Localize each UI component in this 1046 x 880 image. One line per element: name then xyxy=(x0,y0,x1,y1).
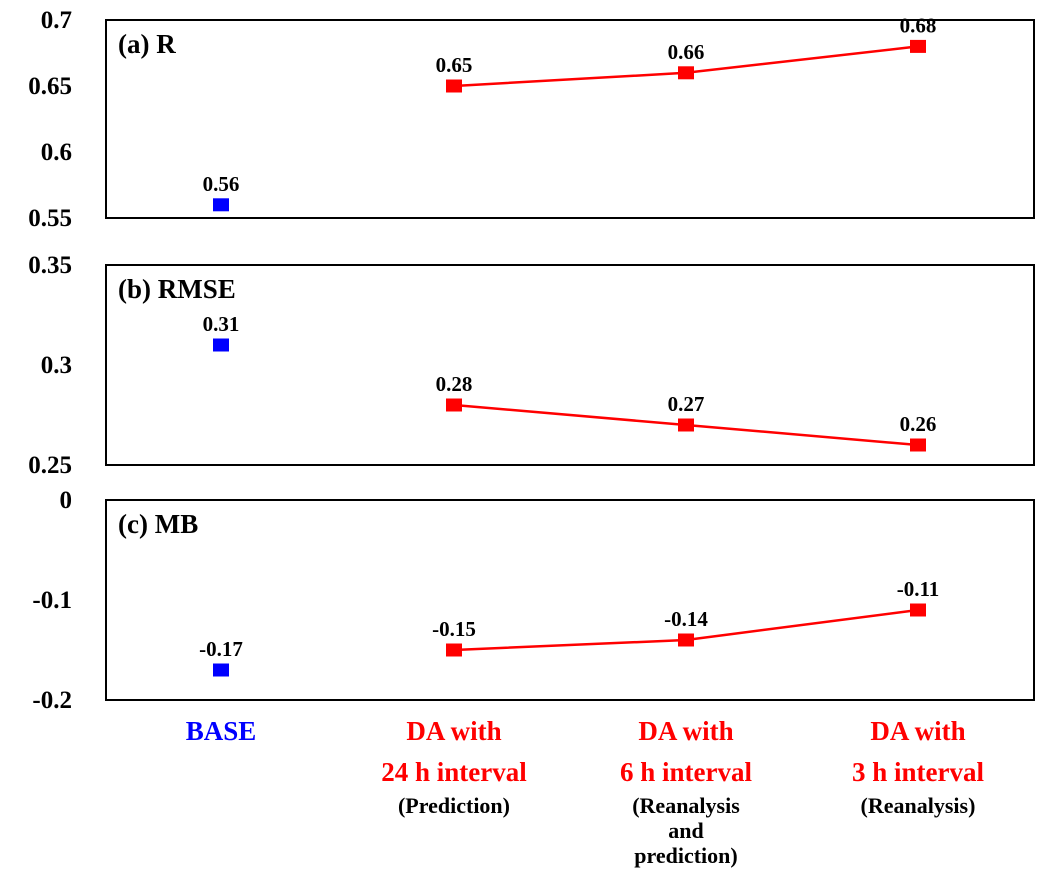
da-point-marker xyxy=(446,79,462,93)
y-tick-label: -0.1 xyxy=(32,587,72,614)
base-point-marker xyxy=(213,663,229,677)
data-label: -0.17 xyxy=(199,637,243,661)
y-tick-label: 0.7 xyxy=(41,7,72,34)
x-category-label: DA with xyxy=(870,716,965,746)
y-tick-label: 0.55 xyxy=(28,205,72,232)
plot-frame xyxy=(105,499,1035,701)
y-tick-label: 0.25 xyxy=(28,452,72,479)
y-tick-label: 0.3 xyxy=(41,352,72,379)
da-point-marker xyxy=(446,398,462,412)
da-point-marker xyxy=(910,603,926,617)
da-point-marker xyxy=(446,643,462,657)
y-tick-label: 0.35 xyxy=(28,252,72,279)
data-label: 0.56 xyxy=(203,172,240,196)
y-tick-label: 0.65 xyxy=(28,73,72,100)
x-category-sublabel: (Reanalysis xyxy=(632,793,740,818)
y-tick-label: 0 xyxy=(60,487,73,514)
x-category-sublabel: (Reanalysis) xyxy=(861,793,976,818)
data-label: 0.68 xyxy=(900,13,937,37)
data-label: 0.31 xyxy=(203,312,240,336)
x-category-sublabel: and xyxy=(668,818,703,843)
da-point-marker xyxy=(678,633,694,647)
panel-title: (a) R xyxy=(118,29,176,59)
x-category-sublabel: prediction) xyxy=(634,843,737,868)
panel-title: (c) MB xyxy=(118,509,198,539)
y-tick-label: 0.6 xyxy=(41,139,72,166)
base-point-marker xyxy=(213,338,229,352)
panel-1 xyxy=(105,19,1035,219)
y-tick-label: -0.2 xyxy=(32,687,72,714)
x-category-label: 3 h interval xyxy=(852,757,984,787)
data-label: -0.14 xyxy=(664,607,708,631)
panel-2 xyxy=(105,264,1035,466)
panel-title: (b) RMSE xyxy=(118,274,236,304)
x-category-sublabel: (Prediction) xyxy=(398,793,510,818)
da-point-marker xyxy=(678,418,694,432)
x-category-label: 6 h interval xyxy=(620,757,752,787)
data-label: 0.26 xyxy=(900,412,937,436)
x-category-label: BASE xyxy=(186,716,257,746)
da-point-marker xyxy=(910,39,926,53)
panel-3 xyxy=(105,499,1035,701)
da-point-marker xyxy=(678,66,694,80)
plot-frame xyxy=(105,264,1035,466)
data-label: -0.15 xyxy=(432,617,476,641)
x-category-label: 24 h interval xyxy=(381,757,527,787)
x-category-label: DA with xyxy=(406,716,501,746)
plot-frame xyxy=(105,19,1035,219)
base-point-marker xyxy=(213,198,229,212)
data-label: 0.28 xyxy=(436,372,473,396)
data-label: -0.11 xyxy=(897,577,940,601)
data-label: 0.66 xyxy=(668,40,705,64)
data-label: 0.27 xyxy=(668,392,705,416)
da-point-marker xyxy=(910,438,926,452)
data-label: 0.65 xyxy=(436,53,473,77)
x-category-label: DA with xyxy=(638,716,733,746)
